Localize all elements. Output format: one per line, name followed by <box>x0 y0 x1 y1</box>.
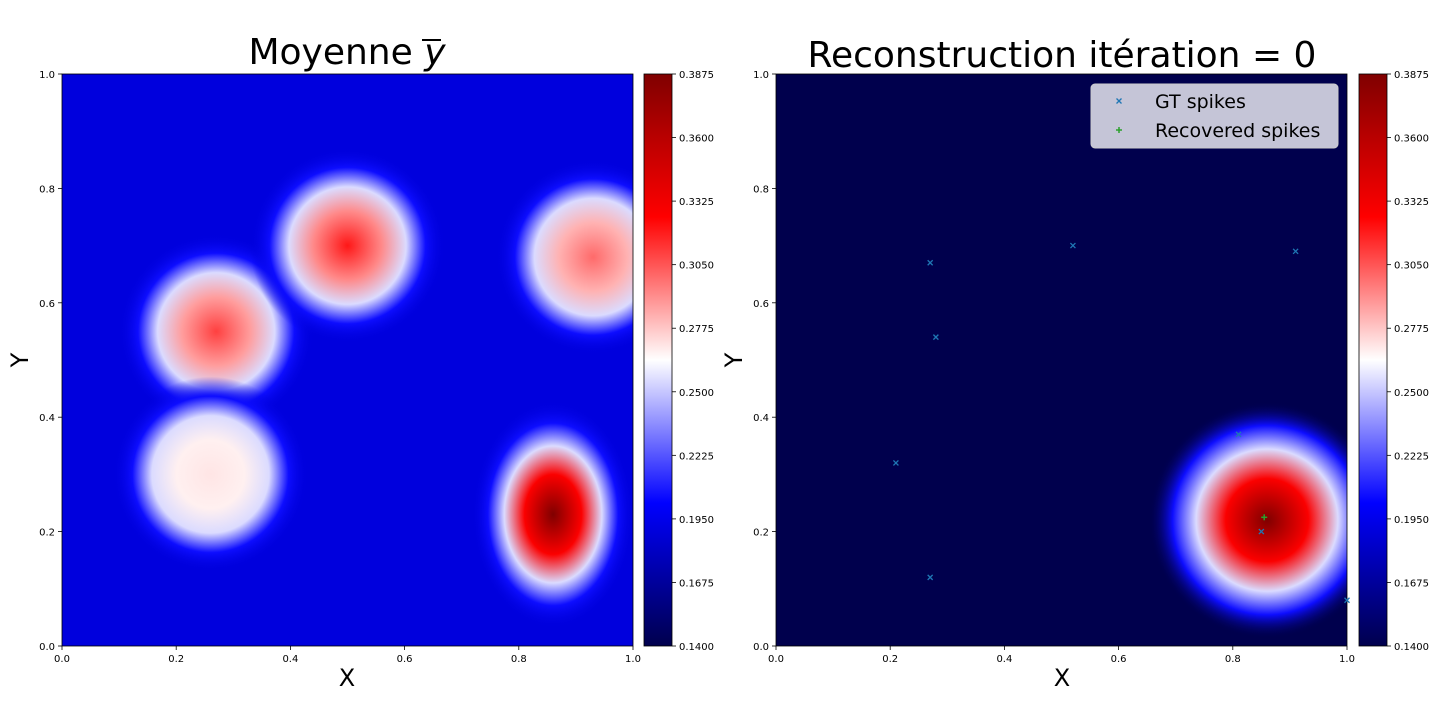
colorbar-tick-label: 0.2225 <box>1394 451 1429 462</box>
y-tick-label: 0.6 <box>39 299 55 310</box>
colorbar-tick-label: 0.2225 <box>679 451 714 462</box>
gt-spike-marker <box>1235 431 1242 438</box>
marker-stroke <box>927 574 934 581</box>
colorbar-tick-label: 0.3325 <box>1394 197 1429 208</box>
gt-spike-marker <box>892 460 899 466</box>
panel-reconstruction: Reconstruction itération = 0 0.0 0.2 0.4 0.… <box>720 35 1429 692</box>
y-axis-label: Y <box>720 352 748 368</box>
y-tick-label: 0.2 <box>39 528 55 539</box>
colorbar-tick-label: 0.3600 <box>1394 134 1429 145</box>
y-tick-label: 0.8 <box>753 184 769 195</box>
marker-stroke <box>892 460 899 466</box>
plot-frame <box>775 73 1348 647</box>
colorbar-bar <box>1358 73 1388 647</box>
plot-frame <box>61 73 634 647</box>
colorbar-tick-label: 0.3875 <box>1394 70 1429 81</box>
marker-stroke <box>1235 431 1242 438</box>
marker-stroke <box>927 259 934 266</box>
y-tick-label: 0.0 <box>753 642 769 653</box>
chart-title: Moyenne y <box>248 32 446 73</box>
colorbar-tick-label: 0.2500 <box>1394 388 1429 399</box>
colorbar-tick-label: 0.1950 <box>1394 515 1429 526</box>
x-tick-label: 0.4 <box>282 654 298 665</box>
marker-stroke <box>932 334 939 341</box>
x-axis-label: X <box>1054 664 1070 692</box>
heatmap-blob <box>249 147 446 344</box>
y-tick-label: 0.8 <box>39 184 55 195</box>
y-axis-label: Y <box>6 352 34 368</box>
marker-stroke <box>1258 528 1265 535</box>
colorbar-tick-label: 0.3325 <box>679 197 714 208</box>
x-tick-label: 0.0 <box>768 654 784 665</box>
colorbar-tick-label: 0.2775 <box>679 324 714 335</box>
x-tick-label: 0.6 <box>1111 654 1127 665</box>
heatmap-blob <box>471 400 633 629</box>
legend-label: GT spikes <box>1155 91 1246 113</box>
colorbar-tick-label: 0.3875 <box>679 70 714 81</box>
x-axis-label: X <box>339 664 355 692</box>
plot-area: 0.0 0.2 0.4 0.6 0.8 1.0 0.0 0.2 0.4 0.6 0.8 1.0 GT s… <box>753 70 1355 665</box>
y-tick-label: 0.6 <box>753 299 769 310</box>
gt-spike-marker <box>932 334 939 341</box>
heatmap-field <box>62 74 633 646</box>
colorbar-tick-label: 0.3050 <box>679 261 714 272</box>
colorbar-tick-label: 0.1675 <box>679 578 714 589</box>
x-tick-label: 0.4 <box>996 654 1012 665</box>
gt-spike-marker <box>927 259 934 266</box>
colorbar-tick-label: 0.1950 <box>679 515 714 526</box>
colorbar-tick-label: 0.3050 <box>1394 261 1429 272</box>
colorbar: 0.1400 0.1675 0.1950 0.2225 0.2500 0.2775 0.30… <box>1358 70 1429 653</box>
colorbar-tick-label: 0.1675 <box>1394 578 1429 589</box>
x-tick-label: 1.0 <box>1339 654 1355 665</box>
panel-mean: Moyenne y 0.0 0.2 0.4 0.6 0.8 1.0 0.0 0.2 0.4 0.6… <box>6 32 714 692</box>
y-tick-label: 0.0 <box>39 642 55 653</box>
x-tick-label: 0.8 <box>1225 654 1241 665</box>
colorbar-bar <box>643 73 673 647</box>
gt-spike-marker <box>927 574 934 581</box>
x-tick-label: 0.0 <box>54 654 70 665</box>
legend: GT spikes Recovered spikes <box>1090 83 1339 149</box>
heatmap-blob <box>112 376 309 573</box>
recovered-spike-marker <box>1261 514 1268 521</box>
x-tick-label: 1.0 <box>625 654 641 665</box>
heatmap-blob <box>495 159 633 355</box>
marker-stroke <box>1344 597 1350 604</box>
x-tick-label: 0.2 <box>168 654 184 665</box>
gt-spike-marker <box>1258 528 1265 535</box>
legend-box <box>1090 83 1339 149</box>
x-tick-label: 0.8 <box>511 654 527 665</box>
y-tick-label: 1.0 <box>39 70 55 81</box>
marker-stroke <box>1292 248 1299 255</box>
title-symbol: y <box>423 32 446 73</box>
y-tick-label: 0.4 <box>39 413 55 424</box>
y-tick-label: 1.0 <box>753 70 769 81</box>
marker-stroke <box>1069 242 1076 249</box>
gt-spike-marker <box>1292 248 1299 255</box>
colorbar-tick-label: 0.2775 <box>1394 324 1429 335</box>
y-tick-label: 0.4 <box>753 413 769 424</box>
plot-area: 0.0 0.2 0.4 0.6 0.8 1.0 0.0 0.2 0.4 0.6 0.8 1.0 <box>39 70 641 665</box>
heatmap-blob <box>1148 401 1347 639</box>
legend-label: Recovered spikes <box>1155 120 1320 142</box>
chart-title: Reconstruction itération = 0 <box>808 35 1317 76</box>
colorbar: 0.1400 0.1675 0.1950 0.2225 0.2500 0.2775 0.30… <box>643 70 714 653</box>
x-tick-label: 0.2 <box>882 654 898 665</box>
gt-spike-marker <box>1344 597 1350 604</box>
heatmap-field <box>776 74 1347 646</box>
colorbar-tick-label: 0.1400 <box>1394 642 1429 653</box>
colorbar-tick-label: 0.2500 <box>679 388 714 399</box>
legend-marker <box>1116 98 1122 104</box>
colorbar-tick-label: 0.1400 <box>679 642 714 653</box>
x-tick-label: 0.6 <box>397 654 413 665</box>
colorbar-tick-label: 0.3600 <box>679 134 714 145</box>
y-tick-label: 0.2 <box>753 528 769 539</box>
gt-spike-marker <box>1069 242 1076 249</box>
